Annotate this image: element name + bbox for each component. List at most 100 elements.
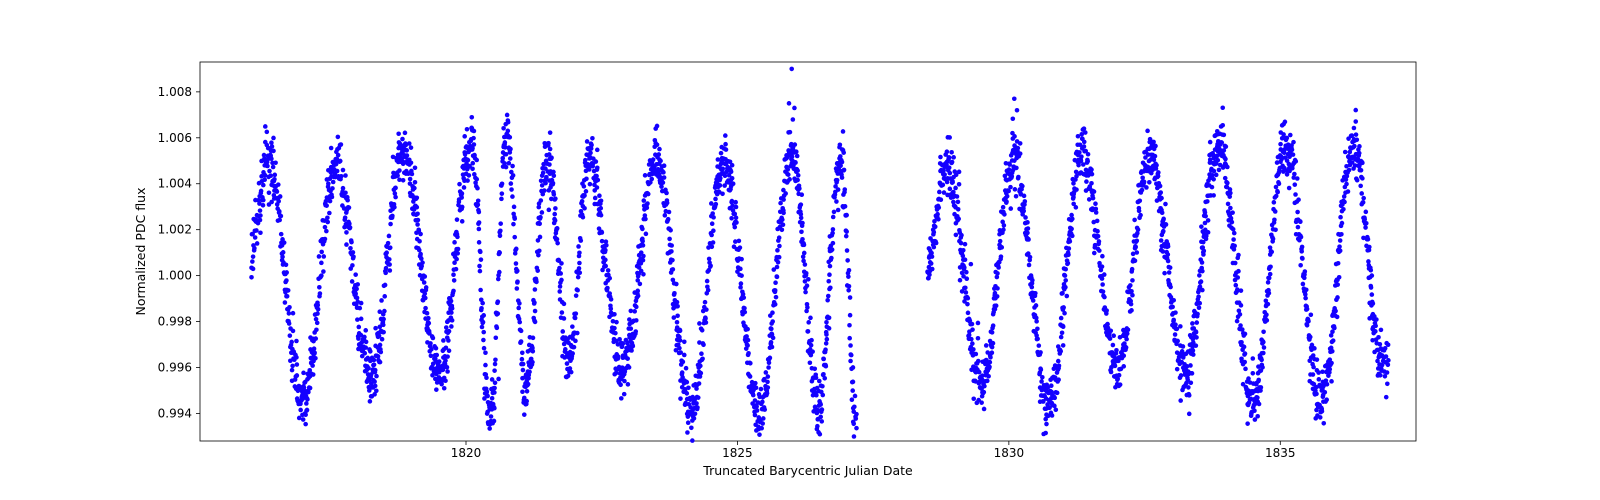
data-point [817, 379, 822, 384]
data-point [574, 311, 579, 316]
data-point [822, 376, 827, 381]
data-point [711, 240, 716, 245]
data-point [520, 351, 525, 356]
data-point [397, 168, 402, 173]
data-point [1318, 415, 1323, 420]
data-point [278, 194, 283, 199]
data-point [1064, 294, 1069, 299]
data-point [938, 155, 943, 160]
ytick-label: 0.998 [158, 315, 192, 329]
data-point [1301, 282, 1306, 287]
data-point [655, 124, 660, 129]
data-point [1363, 225, 1368, 230]
data-point [255, 241, 260, 246]
data-point [368, 399, 373, 404]
data-point [634, 318, 639, 323]
data-point [827, 272, 832, 277]
data-point [269, 156, 274, 161]
chart-svg: 18201825183018350.9940.9960.9981.0001.00… [0, 0, 1600, 500]
data-point [374, 374, 379, 379]
data-point [1153, 154, 1158, 159]
data-point [1275, 190, 1280, 195]
data-point [612, 312, 617, 317]
data-point [1082, 140, 1087, 145]
data-point [836, 208, 841, 213]
data-point [253, 235, 258, 240]
data-point [474, 177, 479, 182]
data-point [512, 216, 517, 221]
data-point [705, 279, 710, 284]
data-point [527, 370, 532, 375]
data-point [765, 380, 770, 385]
data-point [1007, 162, 1012, 167]
data-point [991, 341, 996, 346]
data-point [413, 180, 418, 185]
data-point [990, 345, 995, 350]
data-point [531, 336, 536, 341]
data-point [990, 330, 995, 335]
data-point [321, 269, 326, 274]
data-point [423, 306, 428, 311]
data-point [641, 258, 646, 263]
data-point [1040, 375, 1045, 380]
data-point [1296, 197, 1301, 202]
data-point [280, 255, 285, 260]
data-point [276, 199, 281, 204]
data-point [939, 197, 944, 202]
data-point [848, 343, 853, 348]
data-point [818, 402, 823, 407]
data-point [659, 184, 664, 189]
data-point [692, 416, 697, 421]
data-point [788, 130, 793, 135]
data-point [838, 143, 843, 148]
data-point [799, 192, 804, 197]
data-point [538, 235, 543, 240]
data-point [1260, 365, 1265, 370]
data-point [1161, 217, 1166, 222]
data-point [379, 350, 384, 355]
data-point [1332, 326, 1337, 331]
data-point [848, 295, 853, 300]
data-point [1066, 252, 1071, 257]
data-point [819, 419, 824, 424]
data-point [1298, 263, 1303, 268]
data-point [1367, 245, 1372, 250]
data-point [1011, 116, 1016, 121]
data-point [381, 323, 386, 328]
data-point [1173, 332, 1178, 337]
data-point [746, 338, 751, 343]
data-point [704, 320, 709, 325]
data-point [330, 186, 335, 191]
data-point [786, 172, 791, 177]
data-point [417, 239, 422, 244]
data-point [577, 250, 582, 255]
data-point [761, 416, 766, 421]
data-point [343, 215, 348, 220]
data-point [1096, 234, 1101, 239]
data-point [1181, 344, 1186, 349]
data-point [470, 166, 475, 171]
data-point [405, 153, 410, 158]
data-point [378, 360, 383, 365]
data-point [286, 288, 291, 293]
data-point [802, 251, 807, 256]
data-point [549, 155, 554, 160]
data-point [457, 182, 462, 187]
data-point [423, 296, 428, 301]
data-point [251, 254, 256, 259]
data-point [831, 215, 836, 220]
data-point [695, 405, 700, 410]
data-point [667, 237, 672, 242]
data-point [479, 306, 484, 311]
data-point [447, 348, 452, 353]
data-point [1175, 367, 1180, 372]
data-point [434, 353, 439, 358]
data-point [633, 329, 638, 334]
data-point [427, 321, 432, 326]
data-point [622, 392, 627, 397]
data-point [478, 250, 483, 255]
data-point [820, 407, 825, 412]
data-point [614, 320, 619, 325]
data-point [519, 339, 524, 344]
data-point [729, 169, 734, 174]
